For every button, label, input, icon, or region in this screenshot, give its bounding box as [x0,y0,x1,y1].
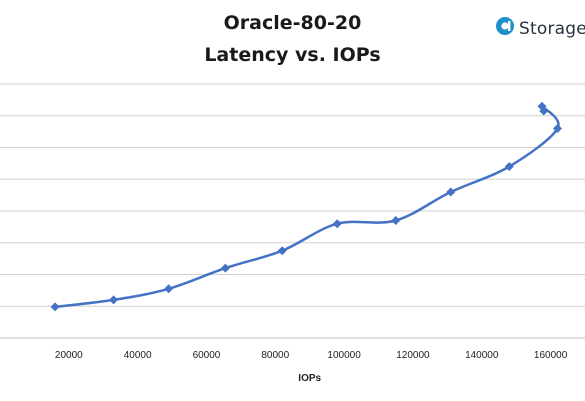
data-point-marker [391,216,401,226]
x-tick-label: 40000 [124,350,152,361]
x-tick-label: 140000 [465,350,499,361]
brand-logo: Storage [495,16,585,41]
x-tick-label: 120000 [396,350,430,361]
x-axis-label: IOPs [298,373,321,384]
data-point-marker [277,246,287,256]
x-tick-label: 60000 [193,350,221,361]
x-tick-label: 100000 [327,350,361,361]
data-point-marker [446,187,456,197]
brand-text: Storage [519,18,585,39]
data-point-marker [220,263,230,273]
data-point-marker [164,284,174,294]
storagereview-logo-icon [495,16,515,41]
x-tick-label: 160000 [534,350,568,361]
series-line [54,104,560,309]
data-point-marker [332,219,342,229]
data-point-marker [109,295,119,305]
data-point-marker [539,106,549,116]
chart-title-line-1: Oracle-80-20 [223,12,362,34]
data-point-marker [552,123,562,133]
gridlines [0,83,585,339]
chart-title-line-2: Latency vs. IOPs [204,44,381,66]
data-point-marker [504,162,514,172]
series-markers [50,101,562,312]
x-tick-label: 20000 [55,350,83,361]
data-point-marker [50,302,60,312]
x-axis-ticks: 20000 40000 60000 80000 100000 120000 140000 16… [55,350,568,361]
x-tick-label: 80000 [261,350,289,361]
